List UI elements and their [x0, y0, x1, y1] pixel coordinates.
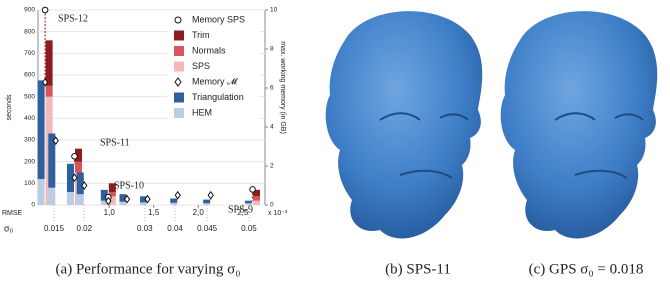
y-tick-label: 500	[24, 93, 35, 100]
bar-segment	[46, 40, 53, 85]
memory-marker	[175, 192, 180, 199]
legend-swatch	[175, 17, 181, 23]
sigma-tick-label: 0.04	[167, 224, 183, 233]
memory-marker	[72, 153, 78, 159]
bar-segment	[38, 80, 45, 179]
caption: (c) GPS σ₀ = 0.018	[529, 261, 644, 277]
y2-tick-label: 4	[270, 124, 274, 131]
annotation: SPS-11	[100, 137, 130, 148]
legend-label: Normals	[192, 45, 226, 55]
x-tick-label: 1,5	[148, 208, 160, 217]
legend-label: HEM	[192, 107, 212, 117]
sigma-tick-label: 0.02	[77, 224, 93, 233]
bar-segment	[140, 202, 147, 205]
y-tick-label: 0	[31, 202, 35, 209]
legend-swatch	[174, 108, 184, 118]
head-render-c	[501, 11, 658, 238]
head-render-b	[326, 11, 483, 238]
bar-segment	[67, 192, 74, 205]
sigma-tick-label: 0.03	[137, 224, 153, 233]
caption: (b) SPS-11	[385, 261, 451, 277]
bar-segment	[203, 200, 210, 204]
x-unit: x 10⁻³	[268, 210, 288, 217]
legend-label: SPS	[192, 61, 210, 71]
y-tick-label: 800	[24, 28, 35, 35]
page: (a) Performance for varying σ₀ (b) SPS-1…	[0, 0, 670, 292]
y2-axis-label: max. working memory (in GB)	[279, 41, 286, 134]
y2-tick-label: 2	[270, 163, 274, 170]
legend-label: Triangulation	[192, 92, 244, 102]
legend-label: Memory SPS	[192, 14, 245, 24]
sigma-label: σ₀	[4, 223, 14, 233]
legend-swatch	[174, 46, 184, 56]
y-axis-label: seconds	[6, 94, 13, 121]
y-tick-label: 300	[24, 137, 35, 144]
y2-tick-label: 10	[270, 7, 278, 14]
bar-segment	[48, 188, 55, 205]
bar-segment	[46, 86, 53, 97]
caption: (a) Performance for varying σ₀	[56, 261, 241, 277]
bar-segment	[75, 162, 82, 173]
y-tick-label: 600	[24, 72, 35, 79]
legend-label: Trim	[192, 30, 210, 40]
memory-marker	[208, 192, 213, 199]
bar-segment	[120, 202, 127, 205]
bar-segment	[253, 201, 260, 205]
head-shape	[326, 11, 483, 238]
figure: (a) Performance for varying σ₀ (b) SPS-1…	[0, 0, 670, 287]
y-tick-label: 700	[24, 50, 35, 57]
annotation: SPS-9	[228, 204, 253, 215]
bar-segment	[170, 199, 177, 203]
y-tick-label: 400	[24, 115, 35, 122]
legend-swatch	[174, 93, 184, 103]
memory-marker	[42, 7, 48, 13]
y-tick-label: 200	[24, 158, 35, 165]
bar-segment	[203, 203, 210, 205]
y2-tick-label: 0	[270, 202, 274, 209]
sigma-tick-label: 0.045	[197, 224, 218, 233]
x-axis-label: RMSE	[2, 210, 23, 217]
sigma-tick-label: 0.05	[241, 224, 257, 233]
sigma-tick-label: 0.015	[44, 224, 65, 233]
y-tick-label: 100	[24, 180, 35, 187]
head-shape	[501, 11, 658, 238]
bar-segment	[38, 179, 45, 205]
annotation: SPS-12	[58, 13, 88, 24]
x-tick-label: 1,0	[104, 208, 116, 217]
y2-tick-label: 8	[270, 46, 274, 53]
x-tick-label: 2,0	[193, 208, 205, 217]
bar-segment	[77, 194, 84, 205]
annotation: SPS-10	[114, 180, 144, 191]
legend-swatch	[174, 62, 184, 72]
bar-segment	[253, 196, 260, 200]
bar-segment	[245, 201, 252, 204]
legend-label: Memory 𝓜	[192, 76, 239, 86]
y2-tick-label: 6	[270, 85, 274, 92]
memory-marker	[250, 187, 256, 193]
y-tick-label: 900	[24, 7, 35, 14]
legend-swatch	[174, 31, 184, 41]
bar-segment	[170, 203, 177, 205]
